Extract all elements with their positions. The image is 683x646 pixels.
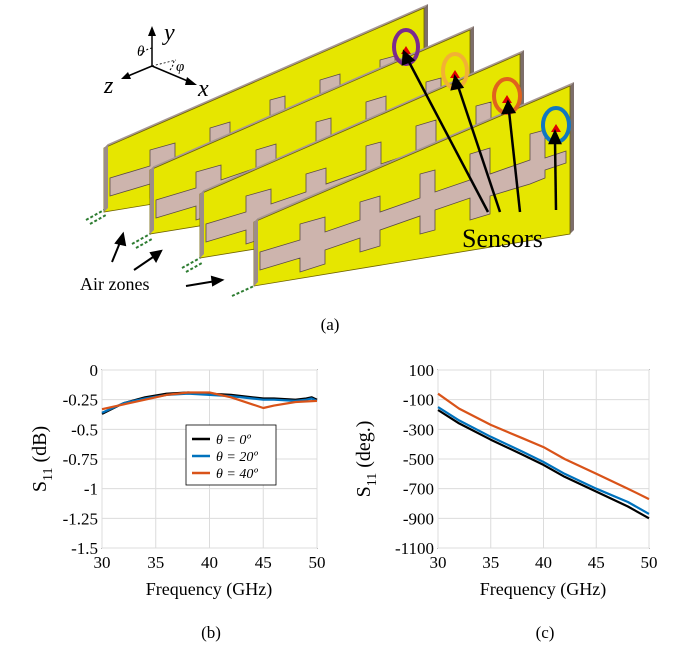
phi-label: φ xyxy=(176,59,184,75)
y-tick-label: -1100 xyxy=(395,539,434,558)
legend-label-3: θ = 40º xyxy=(216,467,258,482)
y-axis-label: S11 (dB) xyxy=(29,426,56,492)
axis-x-label: x xyxy=(197,76,209,102)
x-tick-label: 30 xyxy=(430,553,447,572)
y-tick-label: -500 xyxy=(403,450,434,469)
x-tick-label: 50 xyxy=(309,553,326,572)
chart-b: 30 35 40 45 50 0 -0.25 -0.5 -0.75 -1 -1.25 -1.5 Fre… xyxy=(29,361,326,600)
series-line-2 xyxy=(437,406,650,515)
caption-b: (b) xyxy=(201,623,221,642)
antenna-diagram: Sensors Air zones y x z θ φ xyxy=(80,4,574,297)
sensor-arrows xyxy=(401,49,562,213)
caption-a: (a) xyxy=(321,315,340,334)
x-axis-label: Frequency (GHz) xyxy=(146,579,272,600)
x-axis-label: Frequency (GHz) xyxy=(480,579,606,600)
sensors-label: Sensors xyxy=(462,224,543,253)
y-tick-label: -1.5 xyxy=(71,539,98,558)
legend: θ = 0º θ = 20º θ = 40º xyxy=(185,424,277,486)
series-line-3 xyxy=(437,392,650,501)
y-tick-label: -900 xyxy=(403,509,434,528)
y-axis-label: S11 (deg.) xyxy=(353,421,380,498)
sensor-marker-2 xyxy=(450,70,460,78)
axis-y-label: y xyxy=(162,20,175,46)
y-tick-label: -0.25 xyxy=(63,391,98,410)
air-zone-arrows xyxy=(111,231,225,287)
panel-4 xyxy=(253,82,574,287)
chart-c: 30 35 40 45 50 100 -100 -300 -500 -700 -900 -1100 F… xyxy=(353,361,658,600)
tick-labels: 30 35 40 45 50 0 -0.25 -0.5 -0.75 -1 -1.25 -1.5 xyxy=(63,361,326,572)
x-tick-label: 40 xyxy=(201,553,218,572)
y-tick-label: -300 xyxy=(403,420,434,439)
coordinate-axes xyxy=(121,26,197,85)
y-tick-label: -1.25 xyxy=(63,509,98,528)
tick-labels: 30 35 40 45 50 100 -100 -300 -500 -700 -900 -1100 xyxy=(395,361,658,572)
x-tick-label: 45 xyxy=(588,553,605,572)
x-tick-label: 40 xyxy=(535,553,552,572)
y-tick-label: 100 xyxy=(409,361,435,380)
x-tick-label: 35 xyxy=(482,553,499,572)
y-tick-label: -0.75 xyxy=(63,450,98,469)
x-tick-label: 50 xyxy=(641,553,658,572)
y-tick-label: -1 xyxy=(84,480,98,499)
series-lines xyxy=(437,392,650,520)
gridlines xyxy=(437,369,650,549)
legend-label-1: θ = 0º xyxy=(216,433,251,448)
x-tick-label: 45 xyxy=(255,553,272,572)
theta-label: θ xyxy=(137,44,145,60)
y-tick-label: 0 xyxy=(90,361,99,380)
y-tick-label: -700 xyxy=(403,480,434,499)
air-zones-label: Air zones xyxy=(80,274,149,294)
x-tick-label: 35 xyxy=(147,553,164,572)
axis-z-label: z xyxy=(103,73,114,99)
sensor-marker-4 xyxy=(551,124,561,132)
series-lines xyxy=(101,391,318,415)
sensor-marker-3 xyxy=(502,95,512,103)
y-tick-label: -0.5 xyxy=(71,420,98,439)
legend-label-2: θ = 20º xyxy=(216,450,258,465)
series-line-1 xyxy=(101,391,318,415)
air-zone-lines xyxy=(85,209,255,297)
caption-c: (c) xyxy=(536,623,555,642)
series-line-1 xyxy=(437,409,650,520)
series-line-3 xyxy=(101,391,318,411)
y-tick-label: -100 xyxy=(403,391,434,410)
x-tick-label: 30 xyxy=(94,553,111,572)
